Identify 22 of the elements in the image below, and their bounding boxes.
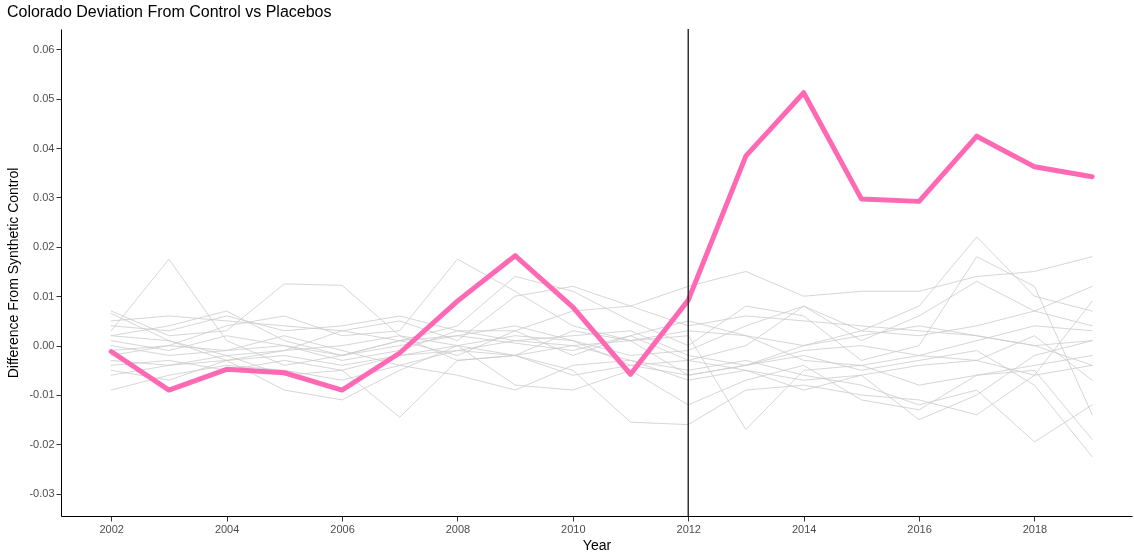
chart-title: Colorado Deviation From Control vs Placebos bbox=[6, 3, 332, 21]
x-tick-label: 2006 bbox=[330, 522, 355, 535]
y-tick-label: -0.03 bbox=[29, 487, 55, 500]
y-tick-label: -0.01 bbox=[29, 388, 55, 401]
y-tick-label: 0.06 bbox=[33, 42, 55, 55]
x-tick-label: 2016 bbox=[907, 522, 932, 535]
y-tick-label: 0.04 bbox=[33, 141, 55, 154]
y-tick-label: -0.02 bbox=[29, 437, 55, 450]
x-tick-label: 2002 bbox=[99, 522, 124, 535]
x-tick-label: 2004 bbox=[214, 522, 240, 535]
x-tick-label: 2014 bbox=[791, 522, 817, 535]
y-tick-label: 0.03 bbox=[33, 190, 55, 203]
y-tick-label: 0.05 bbox=[33, 92, 55, 105]
y-axis-title: Difference From Synthetic Control bbox=[5, 167, 22, 379]
y-tick-label: 0.02 bbox=[33, 240, 55, 253]
y-tick-label: 0.00 bbox=[33, 339, 55, 352]
x-axis-title: Year bbox=[582, 536, 612, 553]
x-tick-label: 2018 bbox=[1022, 522, 1048, 535]
x-tick-label: 2012 bbox=[676, 522, 701, 535]
x-tick-label: 2010 bbox=[561, 522, 586, 535]
y-tick-label: 0.01 bbox=[33, 289, 55, 302]
x-tick-label: 2008 bbox=[445, 522, 471, 535]
